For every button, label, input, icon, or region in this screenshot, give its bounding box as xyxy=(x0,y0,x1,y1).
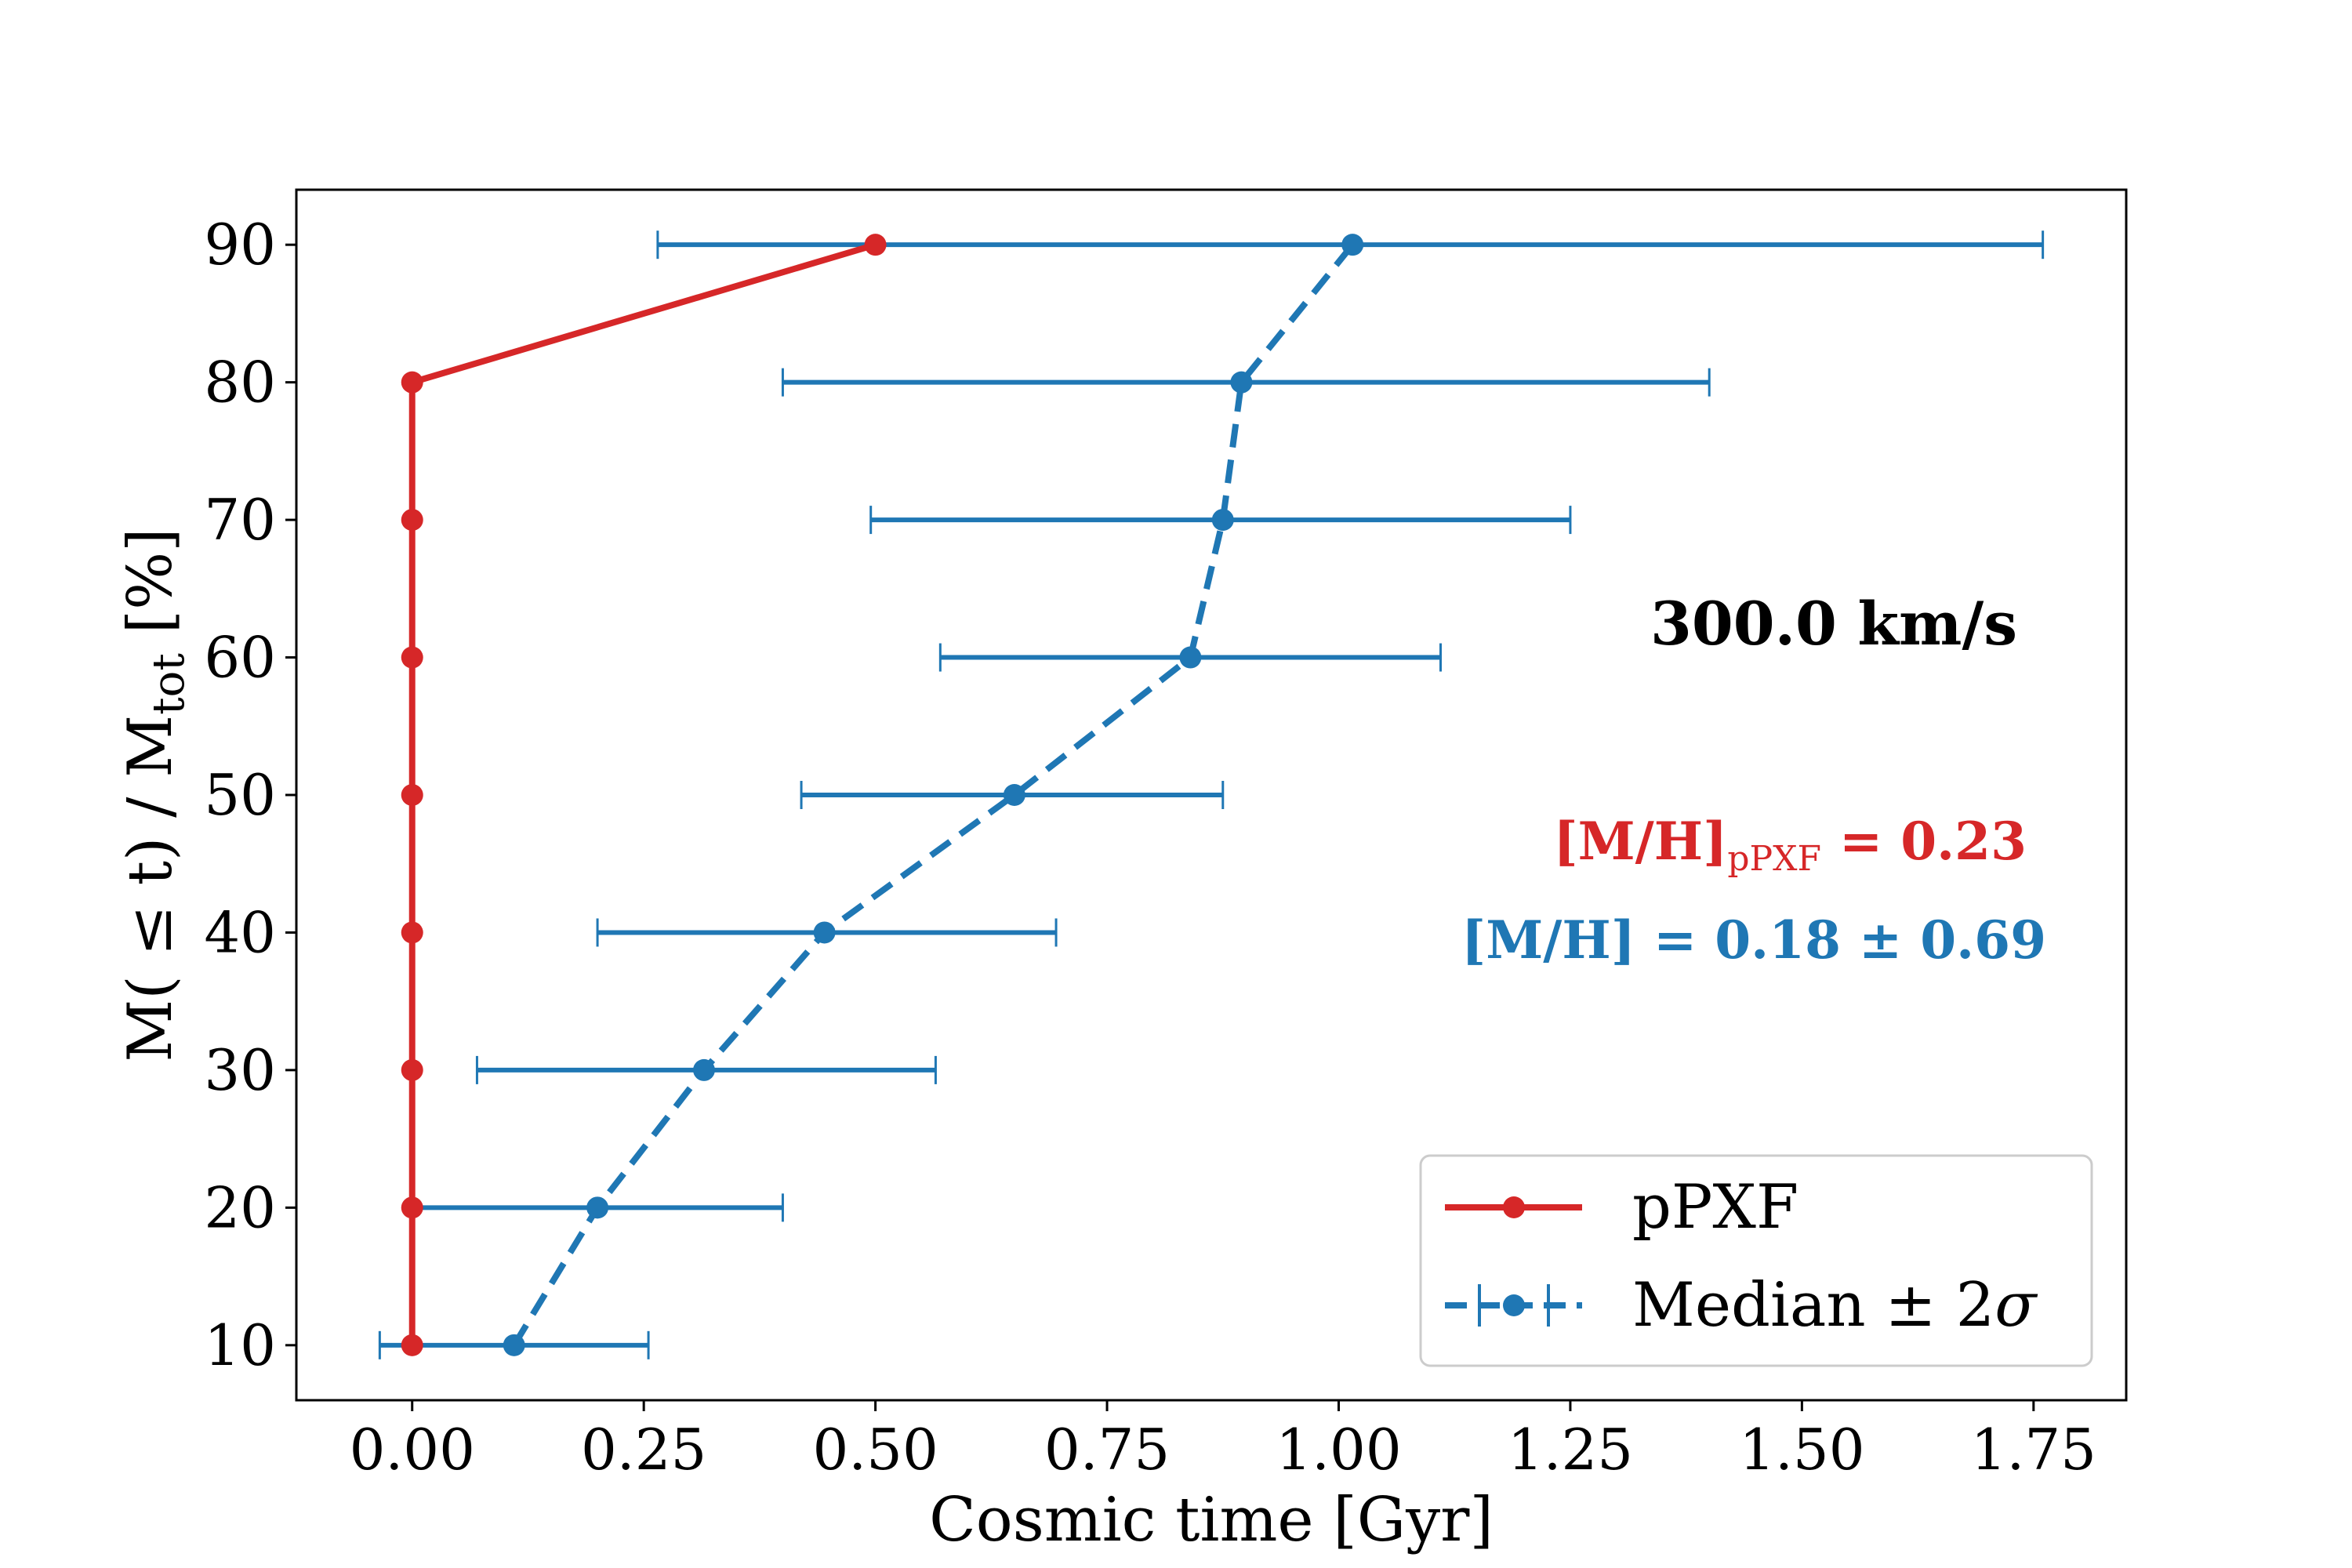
series-line-1 xyxy=(511,242,1356,1347)
x-tick-label: 1.50 xyxy=(1739,1417,1864,1483)
data-point-1 xyxy=(503,1334,525,1356)
y-tick-label: 90 xyxy=(204,212,276,278)
legend-median-marker xyxy=(1503,1294,1525,1316)
mh-ppxf-annotation: [M/H]pPXF = 0.23 xyxy=(1553,811,2027,879)
y-tick-label: 50 xyxy=(204,762,276,828)
mh-ppxf-suffix: = 0.23 xyxy=(1821,811,2027,872)
y-axis-label-subscript: tot xyxy=(143,653,194,715)
data-point-0 xyxy=(401,371,423,394)
data-point-1 xyxy=(1230,371,1253,394)
x-tick-label: 0.75 xyxy=(1044,1417,1170,1483)
data-point-0 xyxy=(401,1058,423,1081)
legend-median-label-text: Median ± 2 xyxy=(1632,1270,1994,1341)
legend-ppxf-label: pPXF xyxy=(1632,1172,1798,1243)
y-axis: 10 20 30 40 50 60 70 80 90 xyxy=(204,212,296,1378)
data-point-1 xyxy=(1341,234,1364,256)
x-tick-label: 0.00 xyxy=(350,1417,475,1483)
data-point-0 xyxy=(401,784,423,806)
data-point-1 xyxy=(1179,646,1202,669)
data-point-1 xyxy=(1003,784,1025,806)
y-tick-label: 20 xyxy=(204,1174,276,1240)
legend-median-label: Median ± 2σ xyxy=(1632,1270,2038,1341)
data-point-1 xyxy=(692,1058,715,1081)
x-axis: 0.00 0.25 0.50 0.75 1.00 1.25 1.50 1.75 xyxy=(350,1400,2096,1483)
data-point-1 xyxy=(586,1196,609,1219)
data-point-0 xyxy=(401,646,423,669)
y-tick-label: 40 xyxy=(204,899,276,965)
y-axis-label-suffix: [%] xyxy=(115,528,186,653)
y-tick-label: 80 xyxy=(204,350,276,416)
data-point-0 xyxy=(401,1334,423,1356)
y-tick-label: 70 xyxy=(204,487,276,553)
data-point-1 xyxy=(1211,509,1234,532)
legend: pPXF Median ± 2σ xyxy=(1419,1154,2093,1367)
data-point-0 xyxy=(401,1196,423,1219)
x-axis-label: Cosmic time [Gyr] xyxy=(929,1485,1494,1555)
mh-ppxf-subscript: pPXF xyxy=(1727,839,1821,879)
x-tick-label: 0.50 xyxy=(812,1417,938,1483)
legend-ppxf-marker xyxy=(1503,1196,1525,1218)
data-point-0 xyxy=(864,234,887,256)
y-tick-label: 60 xyxy=(204,625,276,691)
legend-box xyxy=(1419,1154,2093,1367)
y-axis-label-main: M( ≤ t) / M xyxy=(115,715,186,1062)
y-tick-label: 10 xyxy=(204,1312,276,1378)
x-tick-label: 1.75 xyxy=(1971,1417,2096,1483)
mh-median-annotation: [M/H] = 0.18 ± 0.69 xyxy=(1461,909,2046,971)
x-tick-label: 1.25 xyxy=(1508,1417,1633,1483)
x-tick-label: 0.25 xyxy=(581,1417,706,1483)
data-point-0 xyxy=(401,509,423,532)
markers-layer xyxy=(401,234,1364,1356)
data-point-0 xyxy=(401,921,423,944)
x-tick-label: 1.00 xyxy=(1276,1417,1401,1483)
legend-median-label-symbol: σ xyxy=(1994,1270,2038,1341)
data-point-1 xyxy=(813,921,836,944)
y-tick-label: 30 xyxy=(204,1037,276,1103)
y-axis-label: M( ≤ t) / Mtot [%] xyxy=(115,528,194,1062)
mh-ppxf-prefix: [M/H] xyxy=(1553,811,1727,872)
velocity-annotation: 300.0 km/s xyxy=(1650,589,2017,659)
